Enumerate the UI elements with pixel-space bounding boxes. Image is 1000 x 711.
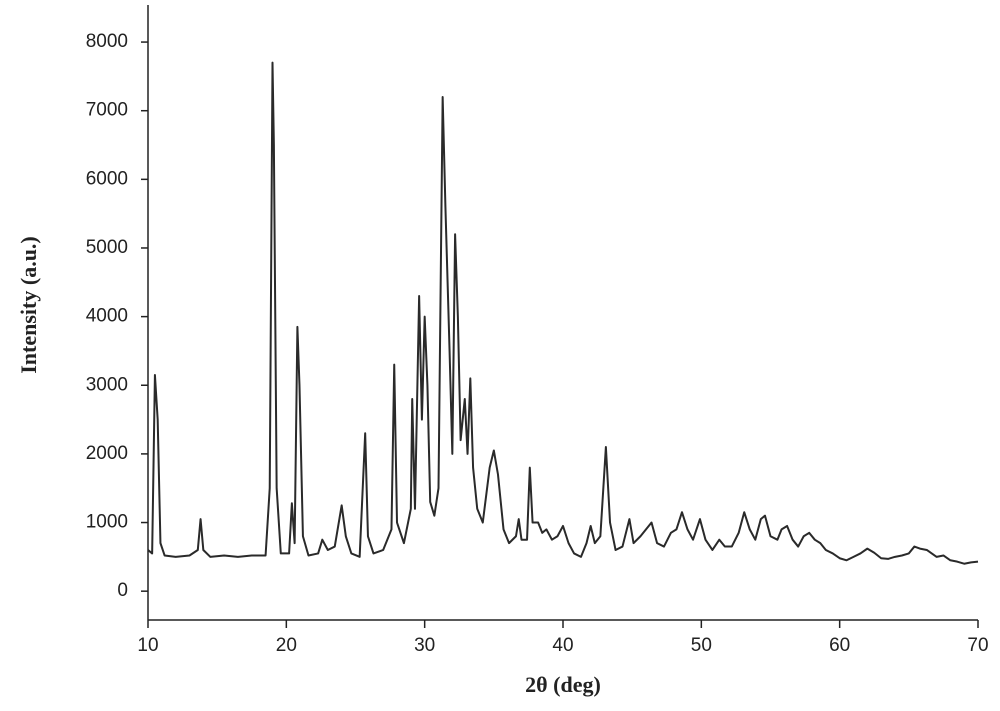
y-tick-label: 6000 (86, 168, 128, 189)
data-line (147, 61, 979, 565)
y-tick-label: 8000 (86, 31, 128, 52)
y-tick-label: 0 (117, 580, 128, 601)
x-tick-label: 10 (137, 635, 158, 656)
y-tick-label: 4000 (86, 306, 128, 327)
x-tick-label: 40 (552, 635, 573, 656)
y-axis-title: Intensity (a.u.) (16, 236, 41, 374)
y-tick-label: 7000 (86, 100, 128, 121)
x-axis-title: 2θ (deg) (525, 672, 601, 697)
x-tick-label: 30 (414, 635, 435, 656)
x-tick-label: 60 (829, 635, 850, 656)
x-tick-label: 50 (691, 635, 712, 656)
y-tick-label: 1000 (86, 512, 128, 533)
x-tick-label: 20 (276, 635, 297, 656)
y-tick-label: 5000 (86, 237, 128, 258)
y-tick-label: 3000 (86, 374, 128, 395)
y-tick-label: 2000 (86, 443, 128, 464)
x-tick-label: 70 (967, 635, 988, 656)
